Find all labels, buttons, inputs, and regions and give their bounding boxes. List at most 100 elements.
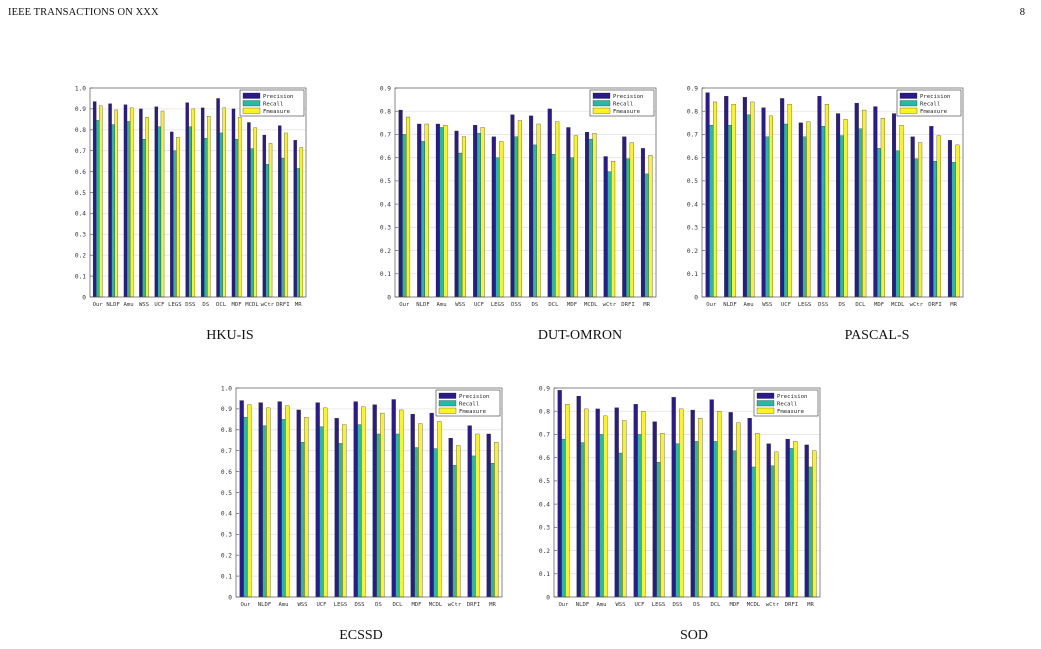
bar-recall	[580, 442, 585, 598]
bar-fmeasure	[284, 132, 288, 298]
bar-fmeasure	[555, 121, 560, 298]
bar-fmeasure	[114, 109, 118, 298]
bar-fmeasure	[629, 142, 634, 298]
x-tick-label: NLDF	[416, 302, 430, 308]
x-tick-label: DS	[693, 602, 700, 608]
bar-precision	[798, 122, 803, 298]
x-tick-label: DRFI	[276, 302, 289, 308]
bar-precision	[429, 412, 434, 598]
legend-label-fmeasure: Fmeasure	[920, 109, 948, 115]
bar-fmeasure	[750, 101, 755, 298]
y-tick-label: 0.8	[380, 109, 391, 116]
bar-recall	[895, 150, 900, 298]
y-tick-label: 0.7	[539, 432, 550, 439]
x-tick-label: Amu	[596, 602, 606, 608]
bar-fmeasure	[584, 408, 589, 598]
y-tick-label: 0.8	[687, 109, 698, 116]
y-tick-label: 0.3	[380, 225, 391, 232]
y-tick-label: 0	[82, 294, 86, 301]
bar-fmeasure	[222, 107, 226, 298]
chart-caption-sod: SOD	[679, 628, 708, 643]
bar-precision	[690, 409, 695, 598]
y-tick-label: 0.2	[539, 548, 550, 555]
bar-fmeasure	[99, 105, 103, 298]
y-tick-label: 0.7	[75, 148, 86, 155]
bar-precision	[728, 412, 733, 598]
bar-recall	[675, 443, 680, 598]
bar-recall	[173, 150, 177, 298]
chart-sod: 0 0.1 0.2 0.3 0.4 0.5 0.6 0.7 0.8 0.9 Our NLDF Amu WS…	[539, 385, 821, 608]
legend-swatch-precision	[242, 92, 261, 99]
bar-precision	[785, 438, 790, 598]
bar-recall	[471, 455, 476, 598]
bar-fmeasure	[380, 412, 385, 598]
bar-recall	[188, 126, 192, 298]
x-tick-label: WSS	[762, 302, 772, 308]
y-tick-label: 0.3	[539, 525, 550, 532]
y-tick-label: 0.2	[380, 248, 391, 255]
bar-precision	[761, 107, 766, 298]
chart-panel-ecssd: 0 0.1 0.2 0.3 0.4 0.5 0.6 0.7 0.8 0.9 1.0 Our NLDF Am…	[206, 380, 506, 645]
y-tick-label: 0.4	[687, 201, 698, 208]
x-tick-label: DCL	[216, 302, 227, 308]
bar-precision	[398, 109, 403, 298]
y-tick-label: 0	[546, 594, 550, 601]
bar-precision	[742, 97, 747, 298]
bar-recall	[281, 419, 286, 598]
y-tick-label: 0.9	[687, 85, 698, 92]
y-tick-label: 0.6	[380, 155, 391, 162]
bar-fmeasure	[806, 121, 811, 298]
y-tick-label: 0.7	[380, 132, 391, 139]
bar-precision	[709, 399, 714, 598]
bar-recall	[618, 452, 623, 598]
bar-fmeasure	[285, 405, 290, 598]
x-tick-label: MR	[489, 602, 496, 608]
bar-recall	[376, 433, 381, 598]
x-tick-label: DRFI	[928, 302, 941, 308]
x-tick-label: DRFI	[621, 302, 634, 308]
y-tick-label: 0	[694, 294, 698, 301]
bar-precision	[671, 397, 676, 598]
bar-precision	[448, 438, 453, 598]
bar-fmeasure	[494, 442, 499, 598]
x-tick-label: Our	[558, 602, 569, 608]
bar-recall	[637, 434, 642, 598]
legend-label-fmeasure: Fmeasure	[459, 409, 487, 415]
chart-pascal-s: 0 0.1 0.2 0.3 0.4 0.5 0.6 0.7 0.8 0.9 Our NLDF Amu WS…	[687, 85, 964, 308]
bar-recall	[561, 438, 566, 598]
bar-recall	[789, 448, 794, 598]
chart-panel-sod: 0 0.1 0.2 0.3 0.4 0.5 0.6 0.7 0.8 0.9 Our NLDF Amu WS…	[524, 380, 824, 645]
x-tick-label: wCtr	[910, 302, 924, 308]
bar-precision	[491, 136, 496, 298]
y-tick-label: 0.4	[539, 501, 550, 508]
x-tick-label: MCDL	[245, 302, 259, 308]
legend-swatch-recall	[756, 400, 775, 407]
x-tick-label: DS	[375, 602, 382, 608]
bar-recall	[656, 462, 661, 598]
y-tick-label: 0.1	[380, 271, 391, 278]
bar-recall	[476, 133, 481, 298]
y-tick-label: 0.7	[687, 132, 698, 139]
bar-fmeasure	[424, 123, 429, 298]
bar-fmeasure	[736, 422, 741, 598]
bar-recall	[420, 141, 425, 298]
plot-area	[554, 388, 820, 597]
bar-precision	[766, 443, 771, 598]
bar-precision	[258, 402, 263, 598]
axes-frame	[89, 87, 307, 298]
chart-caption-pascal-s: PASCAL-S	[844, 328, 910, 343]
bar-recall	[262, 425, 267, 598]
y-tick-label: 1.0	[221, 385, 232, 392]
bar-precision	[780, 98, 785, 298]
bar-precision	[585, 131, 590, 298]
bar-precision	[603, 156, 608, 298]
bar-fmeasure	[191, 108, 196, 298]
bar-fmeasure	[129, 107, 134, 298]
bar-recall	[458, 152, 463, 298]
legend-label-precision: Precision	[777, 394, 807, 400]
bar-fmeasure	[824, 104, 829, 298]
bar-recall	[439, 127, 444, 298]
y-tick-label: 1.0	[75, 85, 86, 92]
bar-precision	[410, 413, 415, 598]
bar-precision	[747, 418, 752, 598]
